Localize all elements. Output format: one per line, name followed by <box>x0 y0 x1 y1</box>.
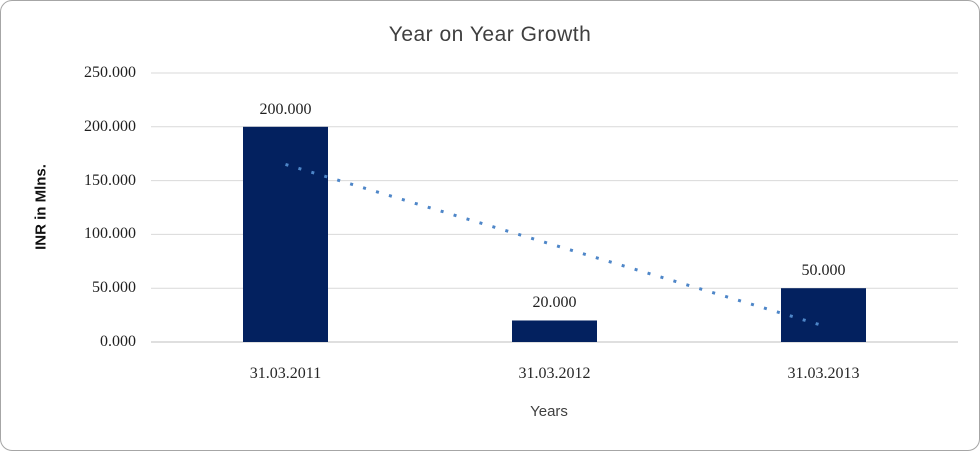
y-tick-label: 150.000 <box>84 171 136 189</box>
chart-title: Year on Year Growth <box>388 23 592 46</box>
data-label: 200.000 <box>259 100 312 118</box>
data-label: 50.000 <box>801 262 846 280</box>
bar <box>781 288 866 342</box>
y-tick-label: 0.000 <box>100 333 136 350</box>
y-tick-label: 200.000 <box>84 117 136 135</box>
data-label: 20.000 <box>532 294 577 312</box>
y-tick-label: 100.000 <box>84 225 136 243</box>
x-category-label: 31.03.2013 <box>787 365 860 382</box>
y-tick-label: 50.000 <box>92 279 136 297</box>
x-axis-title: Years <box>530 403 568 420</box>
y-tick-label: 250.000 <box>84 64 136 81</box>
bar <box>512 320 597 342</box>
x-category-label: 31.03.2011 <box>249 365 322 382</box>
x-category-label: 31.03.2012 <box>518 365 591 382</box>
bar <box>243 126 328 342</box>
